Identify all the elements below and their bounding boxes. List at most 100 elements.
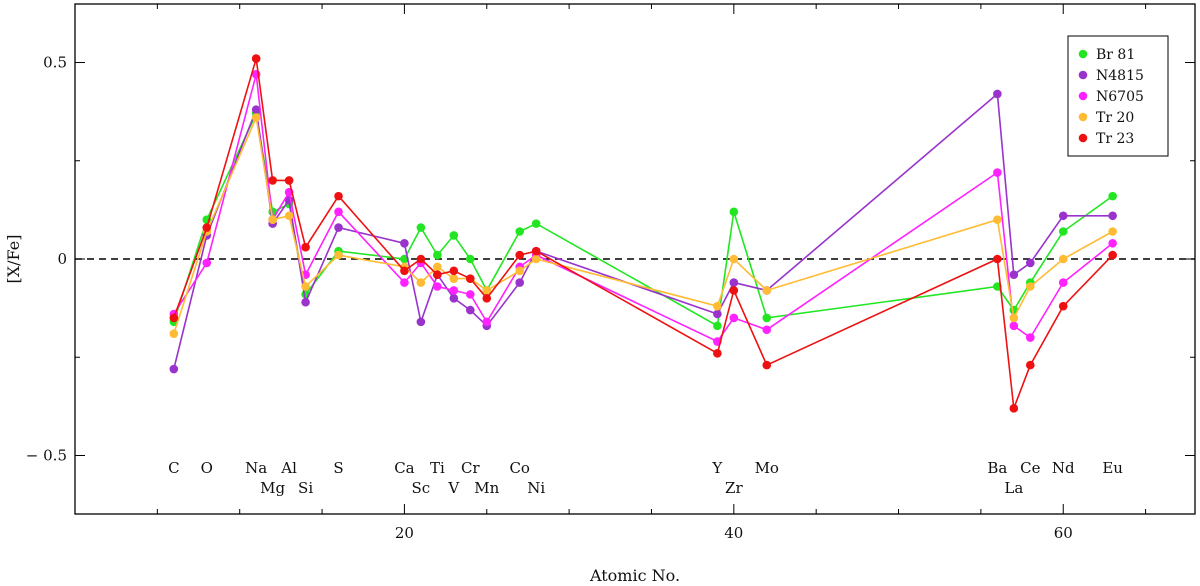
point-n4815-z6 <box>169 364 179 374</box>
point-br-81-z23 <box>449 231 459 240</box>
point-n6705-z57 <box>1009 321 1019 331</box>
point-br-81-z21 <box>416 223 426 232</box>
point-br-81-z40 <box>729 207 739 217</box>
point-tr-23-z6 <box>169 313 179 323</box>
series-n6705 <box>169 69 1117 346</box>
point-tr-23-z8 <box>202 223 212 232</box>
series-n4815 <box>169 89 1117 374</box>
series-tr-23 <box>169 54 1117 413</box>
point-n4815-z27 <box>515 278 525 287</box>
point-n4815-z21 <box>416 317 426 327</box>
legend-label-n4815: N4815 <box>1096 68 1144 84</box>
point-tr-20-z63 <box>1108 227 1117 236</box>
point-n6705-z22 <box>433 282 442 291</box>
element-label-c: C <box>168 459 179 477</box>
point-tr-23-z21 <box>416 254 426 264</box>
point-br-81-z22 <box>433 250 442 260</box>
point-n6705-z56 <box>993 168 1002 177</box>
element-label-ca: Ca <box>394 459 414 477</box>
point-n4815-z23 <box>449 294 459 303</box>
point-tr-23-z23 <box>449 266 459 276</box>
point-tr-23-z20 <box>400 266 409 276</box>
legend-marker-tr-20 <box>1078 112 1088 122</box>
point-n4815-z56 <box>993 89 1002 99</box>
point-n4815-z39 <box>713 309 722 319</box>
element-label-cr: Cr <box>461 459 480 477</box>
point-tr-23-z11 <box>251 54 261 63</box>
series-br-81 <box>169 109 1117 331</box>
element-label-s: S <box>333 459 343 477</box>
point-n6705-z16 <box>334 207 343 217</box>
point-n4815-z14 <box>301 297 310 307</box>
element-label-co: Co <box>509 459 530 477</box>
point-tr-20-z23 <box>449 274 459 283</box>
point-br-81-z24 <box>465 254 475 264</box>
element-label-mg: Mg <box>260 479 285 497</box>
point-tr-20-z22 <box>433 262 442 272</box>
point-tr-20-z40 <box>729 254 739 264</box>
point-tr-23-z14 <box>301 242 310 252</box>
series-tr-20 <box>169 113 1117 338</box>
point-n4815-z16 <box>334 223 343 232</box>
element-label-nd: Nd <box>1052 459 1075 477</box>
point-tr-23-z16 <box>334 191 343 201</box>
point-tr-20-z25 <box>482 286 492 295</box>
element-label-ti: Ti <box>430 459 445 477</box>
series-line-tr-20 <box>173 114 1113 334</box>
point-n4815-z57 <box>1009 270 1019 280</box>
legend-label-n6705: N6705 <box>1096 89 1144 105</box>
point-tr-23-z25 <box>482 294 492 303</box>
element-label-al: Al <box>280 459 297 477</box>
point-tr-20-z21 <box>416 278 426 287</box>
point-br-81-z27 <box>515 227 525 236</box>
point-n6705-z23 <box>449 286 459 295</box>
ticks-layer: 20 40 60 0.5 0 − 0.5 <box>26 4 1195 542</box>
point-tr-20-z39 <box>713 301 722 311</box>
element-label-ni: Ni <box>527 479 545 497</box>
x-tick-label-40: 40 <box>724 524 743 542</box>
point-n4815-z60 <box>1058 211 1068 221</box>
legend-label-tr-23: Tr 23 <box>1096 131 1134 147</box>
point-n4815-z24 <box>465 305 475 315</box>
element-label-v: V <box>447 479 460 497</box>
point-tr-23-z40 <box>729 286 739 295</box>
point-tr-20-z56 <box>993 215 1002 224</box>
point-br-81-z60 <box>1058 227 1068 236</box>
point-tr-20-z11 <box>251 113 261 122</box>
point-tr-23-z13 <box>284 176 294 185</box>
point-n4815-z63 <box>1108 211 1117 221</box>
y-tick-label-0: 0.5 <box>43 54 67 72</box>
legend-label-tr-20: Tr 20 <box>1096 110 1134 126</box>
legend-marker-n6705 <box>1078 91 1088 101</box>
element-label-zr: Zr <box>725 479 743 497</box>
element-label-na: Na <box>245 459 267 477</box>
element-label-mo: Mo <box>755 459 779 477</box>
legend-marker-tr-23 <box>1078 133 1088 143</box>
point-tr-23-z57 <box>1009 404 1019 413</box>
element-label-si: Si <box>298 479 313 497</box>
point-tr-20-z42 <box>762 286 772 295</box>
point-tr-20-z12 <box>268 215 277 224</box>
point-n4815-z58 <box>1025 258 1035 268</box>
legend: Br 81 N4815 N6705 Tr 20 Tr 23 <box>1067 35 1169 157</box>
point-n6705-z58 <box>1025 333 1035 342</box>
element-label-o: O <box>201 459 213 477</box>
point-tr-23-z22 <box>433 270 442 280</box>
point-br-81-z63 <box>1108 191 1117 201</box>
legend-label-br-81: Br 81 <box>1096 47 1135 63</box>
point-tr-23-z60 <box>1058 301 1068 311</box>
point-n4815-z11 <box>251 105 261 114</box>
series-line-tr-23 <box>173 58 1114 409</box>
y-tick-label-1: 0 <box>57 250 67 268</box>
element-label-ba: Ba <box>987 459 1007 477</box>
point-tr-20-z27 <box>515 266 525 276</box>
point-tr-23-z56 <box>993 254 1002 264</box>
element-label-la: La <box>1004 479 1023 497</box>
y-axis-title: [X/Fe] <box>4 235 23 284</box>
element-label-eu: Eu <box>1102 459 1123 477</box>
point-br-81-z42 <box>762 313 772 323</box>
legend-marker-br-81 <box>1078 49 1088 59</box>
element-label-sc: Sc <box>412 479 431 497</box>
point-tr-20-z13 <box>284 211 294 221</box>
